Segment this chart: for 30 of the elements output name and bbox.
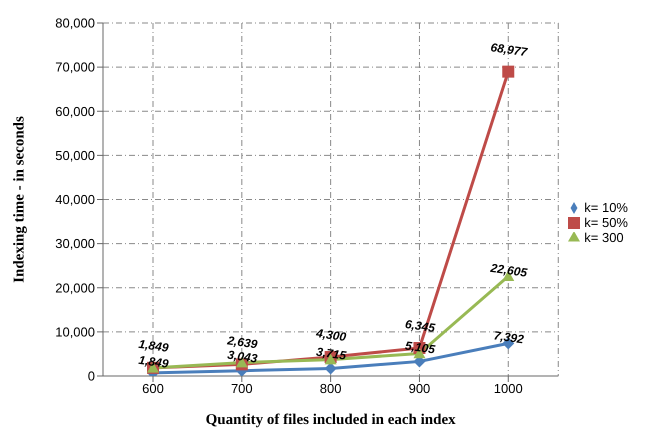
point (324, 362, 337, 374)
x-tick-label: 1000 (494, 381, 523, 396)
y-tick-label: 50,000 (55, 148, 95, 163)
data-label: 3,715 (315, 344, 348, 363)
y-tick-label: 70,000 (55, 60, 95, 75)
data-label: 6,345 (404, 317, 436, 336)
x-tick-label: 800 (320, 381, 342, 396)
legend-label: k= 50% (584, 214, 628, 230)
x-axis-title: Quantity of files included in each index (206, 412, 456, 428)
data-label: 68,977 (490, 40, 530, 60)
x-tick-label: 900 (408, 381, 430, 396)
point (502, 66, 514, 78)
data-label: 22,605 (488, 260, 528, 280)
data-label: 1,849 (138, 352, 170, 371)
x-tick-label: 700 (230, 381, 253, 396)
y-axis-title: Indexing time - in seconds (11, 116, 28, 283)
data-label: 1,849 (138, 336, 170, 355)
y-tick-label: 0 (88, 368, 95, 384)
y-tick-label: 30,000 (55, 236, 95, 252)
legend-label: k= 10% (584, 200, 628, 214)
data-label: 4,300 (314, 326, 348, 344)
legend-label: k= 300 (584, 230, 624, 244)
x-tick-label: 600 (142, 381, 164, 396)
y-tick-label: 40,000 (55, 192, 95, 208)
data-label: 7,392 (492, 328, 525, 346)
data-label: 5,105 (404, 338, 436, 357)
y-tick-label: 20,000 (55, 280, 95, 296)
y-tick-label: 80,000 (55, 16, 95, 31)
y-tick-label: 10,000 (55, 324, 95, 340)
y-tick-label: 60,000 (55, 104, 95, 119)
